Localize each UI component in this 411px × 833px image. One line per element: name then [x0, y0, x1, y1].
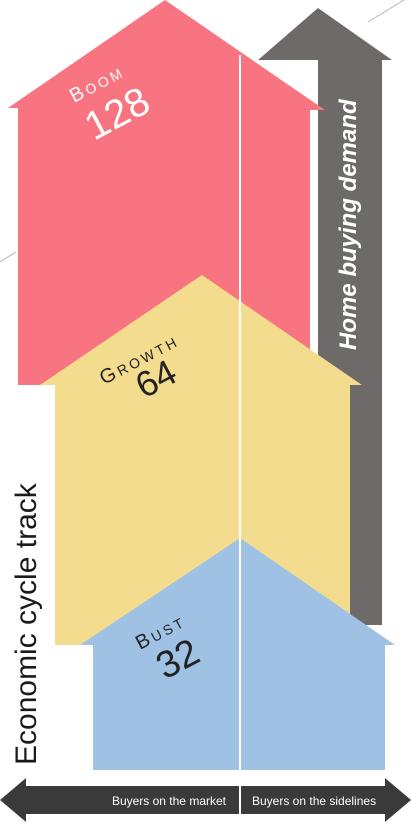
buyers-on-market-label: Buyers on the market: [112, 794, 227, 808]
bust-house: [80, 538, 395, 770]
home-buying-demand-arrow-lower: [350, 385, 382, 625]
economic-cycle-track-label: Economic cycle track: [10, 482, 43, 765]
home-buying-demand-arrow: [318, 8, 392, 385]
buyers-axis-arrow: [0, 778, 411, 822]
buyers-on-sidelines-label: Buyers on the sidelines: [252, 794, 376, 808]
growth-house: [40, 275, 362, 645]
home-buying-demand-label: Home buying demand: [335, 98, 362, 350]
decor-line-top: [367, 0, 405, 23]
decor-line-left: [0, 251, 17, 263]
home-buying-demand-arrow-left: [258, 8, 318, 60]
